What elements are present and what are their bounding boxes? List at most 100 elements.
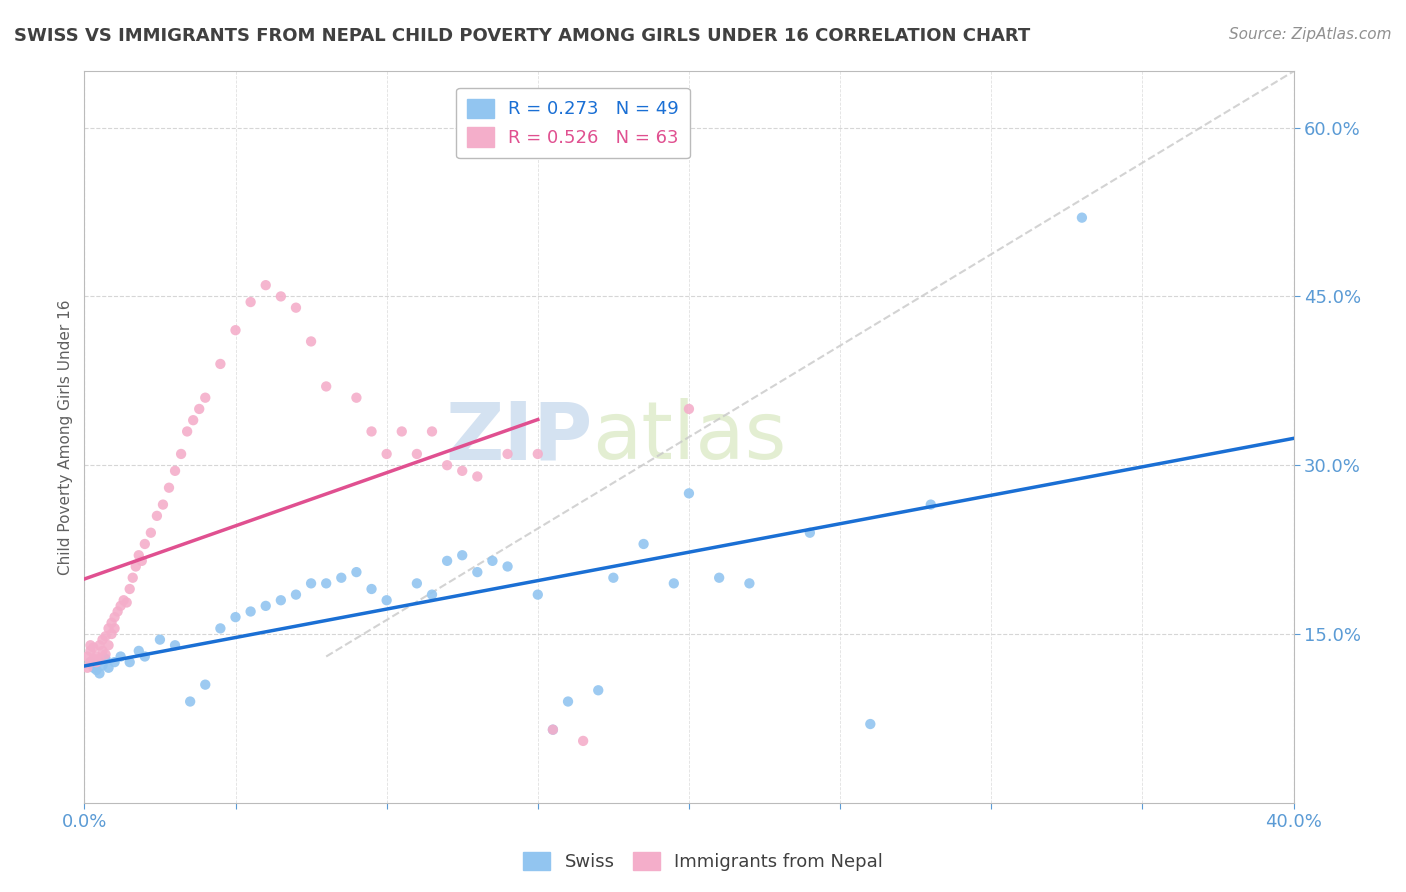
- Point: [91, 644, 114, 658]
- Point: [146, 508, 169, 523]
- Text: Source: ZipAtlas.com: Source: ZipAtlas.com: [1229, 27, 1392, 42]
- Point: [100, 627, 122, 641]
- Point: [76, 661, 98, 675]
- Point: [254, 599, 277, 613]
- Point: [451, 464, 474, 478]
- Point: [330, 571, 353, 585]
- Point: [270, 593, 292, 607]
- Point: [107, 605, 129, 619]
- Point: [588, 683, 610, 698]
- Point: [709, 571, 731, 585]
- Y-axis label: Child Poverty Among Girls Under 16: Child Poverty Among Girls Under 16: [58, 300, 73, 574]
- Point: [110, 599, 132, 613]
- Point: [315, 576, 337, 591]
- Point: [285, 301, 308, 315]
- Point: [633, 537, 655, 551]
- Point: [152, 498, 174, 512]
- Point: [94, 647, 117, 661]
- Point: [194, 391, 217, 405]
- Point: [346, 565, 368, 579]
- Text: atlas: atlas: [592, 398, 786, 476]
- Point: [94, 629, 117, 643]
- Point: [572, 734, 595, 748]
- Point: [97, 621, 120, 635]
- Point: [225, 610, 247, 624]
- Point: [678, 486, 700, 500]
- Point: [121, 571, 143, 585]
- Point: [179, 694, 201, 708]
- Point: [285, 588, 308, 602]
- Point: [104, 610, 127, 624]
- Point: [360, 582, 382, 596]
- Point: [420, 588, 443, 602]
- Point: [79, 638, 101, 652]
- Point: [79, 644, 101, 658]
- Point: [170, 447, 193, 461]
- Point: [662, 576, 685, 591]
- Point: [239, 605, 262, 619]
- Point: [125, 559, 148, 574]
- Point: [270, 289, 292, 303]
- Legend: Swiss, Immigrants from Nepal: Swiss, Immigrants from Nepal: [516, 845, 890, 879]
- Point: [82, 640, 104, 655]
- Point: [375, 593, 398, 607]
- Point: [89, 652, 111, 666]
- Point: [436, 458, 458, 473]
- Point: [481, 554, 503, 568]
- Point: [541, 723, 564, 737]
- Point: [188, 401, 211, 416]
- Point: [165, 464, 187, 478]
- Point: [527, 447, 550, 461]
- Point: [1071, 211, 1094, 225]
- Point: [91, 658, 114, 673]
- Point: [176, 425, 198, 439]
- Point: [375, 447, 398, 461]
- Point: [97, 661, 120, 675]
- Point: [89, 638, 111, 652]
- Point: [209, 621, 232, 635]
- Point: [110, 649, 132, 664]
- Point: [315, 379, 337, 393]
- Point: [920, 498, 942, 512]
- Point: [467, 565, 489, 579]
- Point: [738, 576, 761, 591]
- Point: [134, 537, 156, 551]
- Point: [678, 401, 700, 416]
- Point: [346, 391, 368, 405]
- Legend: R = 0.273   N = 49, R = 0.526   N = 63: R = 0.273 N = 49, R = 0.526 N = 63: [456, 87, 690, 158]
- Point: [406, 447, 429, 461]
- Point: [112, 593, 135, 607]
- Point: [118, 655, 141, 669]
- Point: [451, 548, 474, 562]
- Point: [299, 334, 322, 349]
- Point: [82, 652, 104, 666]
- Point: [149, 632, 172, 647]
- Point: [299, 576, 322, 591]
- Point: [139, 525, 162, 540]
- Point: [131, 554, 153, 568]
- Point: [557, 694, 579, 708]
- Point: [254, 278, 277, 293]
- Point: [541, 723, 564, 737]
- Point: [115, 595, 138, 609]
- Point: [86, 663, 108, 677]
- Point: [391, 425, 413, 439]
- Point: [859, 717, 882, 731]
- Text: SWISS VS IMMIGRANTS FROM NEPAL CHILD POVERTY AMONG GIRLS UNDER 16 CORRELATION CH: SWISS VS IMMIGRANTS FROM NEPAL CHILD POV…: [14, 27, 1031, 45]
- Point: [118, 582, 141, 596]
- Point: [209, 357, 232, 371]
- Point: [799, 525, 821, 540]
- Point: [527, 588, 550, 602]
- Point: [89, 666, 111, 681]
- Point: [79, 655, 101, 669]
- Point: [239, 295, 262, 310]
- Point: [86, 655, 108, 669]
- Point: [82, 661, 104, 675]
- Point: [128, 548, 150, 562]
- Point: [602, 571, 624, 585]
- Point: [104, 621, 127, 635]
- Point: [97, 638, 120, 652]
- Point: [76, 649, 98, 664]
- Point: [467, 469, 489, 483]
- Point: [360, 425, 382, 439]
